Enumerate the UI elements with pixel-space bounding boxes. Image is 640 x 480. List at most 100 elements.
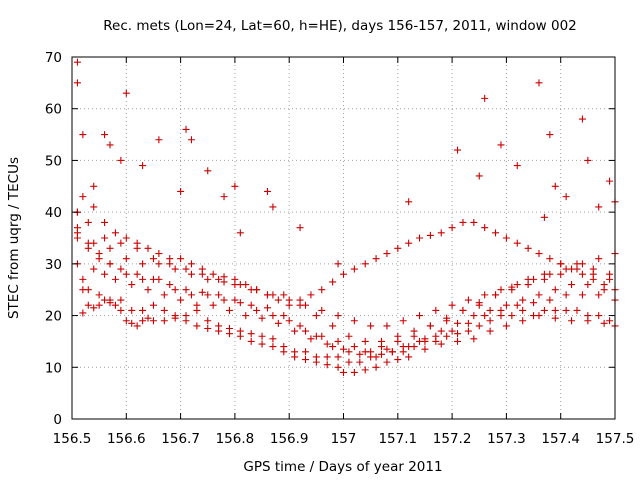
data-point: [486, 306, 494, 314]
data-point: [464, 319, 472, 327]
data-point: [215, 291, 223, 299]
data-point: [416, 337, 424, 345]
y-tick-label: 20: [45, 309, 62, 325]
data-point: [160, 291, 168, 299]
data-point: [437, 229, 445, 237]
data-point: [318, 306, 326, 314]
y-tick-label: 50: [45, 153, 62, 169]
data-point: [464, 327, 472, 335]
data-point: [280, 291, 288, 299]
data-point: [187, 291, 195, 299]
axis-ticks: [71, 56, 616, 420]
data-point: [513, 162, 521, 170]
data-point: [79, 193, 87, 201]
data-point: [187, 260, 195, 268]
data-point: [117, 239, 125, 247]
data-point: [481, 291, 489, 299]
data-point: [231, 296, 239, 304]
data-point: [356, 350, 364, 358]
data-point: [133, 239, 141, 247]
data-point: [432, 332, 440, 340]
data-point: [394, 337, 402, 345]
data-point: [122, 255, 130, 263]
data-point: [481, 312, 489, 320]
data-point: [139, 317, 147, 325]
data-point: [193, 301, 201, 309]
data-point: [177, 187, 185, 195]
data-point: [177, 255, 185, 263]
data-point: [372, 255, 380, 263]
data-point: [519, 306, 527, 314]
data-point: [204, 317, 212, 325]
chart-title: Rec. mets (Lon=24, Lat=60, h=HE), days 1…: [103, 18, 577, 34]
data-point: [502, 301, 510, 309]
data-point: [502, 322, 510, 330]
data-point: [225, 306, 233, 314]
data-point: [285, 296, 293, 304]
x-tick-label: 157.3: [487, 431, 526, 447]
data-point: [149, 317, 157, 325]
data-point: [432, 306, 440, 314]
data-point: [198, 288, 206, 296]
data-point: [334, 353, 342, 361]
data-point: [546, 296, 554, 304]
data-point: [155, 250, 163, 258]
y-tick-label: 60: [45, 102, 62, 118]
data-point: [247, 301, 255, 309]
data-point: [177, 296, 185, 304]
x-axis-tick-labels: 156.5 156.6 156.7 156.8 156.9 157 157.1 157.2 15…: [53, 431, 635, 447]
data-point: [307, 291, 315, 299]
data-point: [388, 348, 396, 356]
data-point: [307, 335, 315, 343]
data-point: [106, 299, 114, 307]
data-point: [383, 250, 391, 258]
data-point: [551, 306, 559, 314]
data-point: [236, 327, 244, 335]
data-point: [595, 291, 603, 299]
y-axis-label: STEC from uqrg / TECUs: [6, 157, 22, 319]
data-point: [329, 343, 337, 351]
data-point: [405, 198, 413, 206]
data-point: [519, 296, 527, 304]
data-point: [546, 255, 554, 263]
data-point: [361, 366, 369, 374]
data-point: [187, 136, 195, 144]
data-point: [269, 291, 277, 299]
data-point: [551, 286, 559, 294]
data-point: [155, 136, 163, 144]
data-point: [182, 265, 190, 273]
data-point: [79, 309, 87, 317]
data-point: [426, 322, 434, 330]
data-point: [562, 265, 570, 273]
data-point: [426, 231, 434, 239]
data-point: [557, 270, 565, 278]
data-point: [149, 255, 157, 263]
data-point: [519, 317, 527, 325]
data-point: [448, 224, 456, 232]
data-point: [160, 317, 168, 325]
data-point: [562, 291, 570, 299]
data-point: [117, 306, 125, 314]
x-tick-label: 156.9: [270, 431, 309, 447]
data-point: [122, 270, 130, 278]
data-point: [269, 203, 277, 211]
data-point: [269, 335, 277, 343]
data-point: [492, 229, 500, 237]
data-point: [323, 361, 331, 369]
data-point: [573, 306, 581, 314]
data-point: [117, 296, 125, 304]
data-point: [589, 275, 597, 283]
data-point: [258, 340, 266, 348]
data-point: [231, 182, 239, 190]
data-point: [90, 265, 98, 273]
data-point: [231, 275, 239, 283]
data-point: [459, 218, 467, 226]
data-point: [405, 343, 413, 351]
data-point: [133, 270, 141, 278]
data-point: [578, 260, 586, 268]
data-point: [497, 306, 505, 314]
data-point: [301, 327, 309, 335]
data-point: [187, 270, 195, 278]
data-point: [144, 286, 152, 294]
data-point: [329, 278, 337, 286]
